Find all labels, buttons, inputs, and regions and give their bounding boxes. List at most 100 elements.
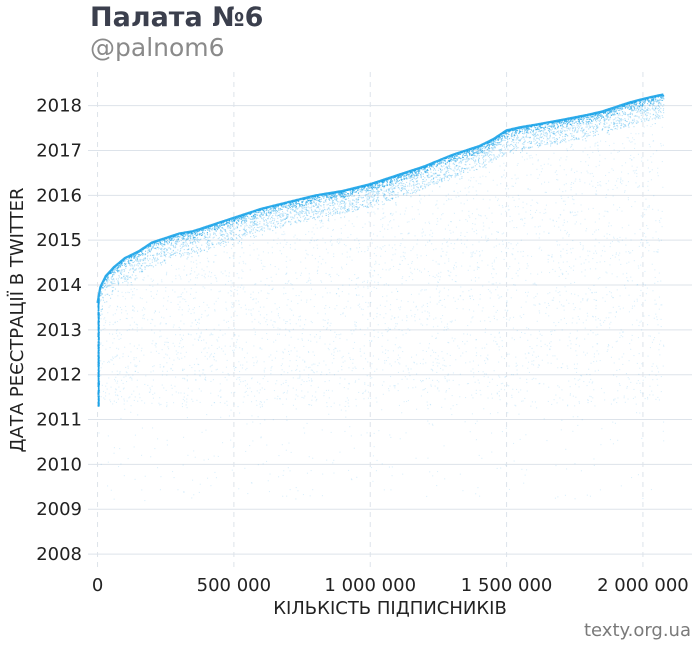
scatter-point bbox=[217, 225, 219, 227]
scatter-point bbox=[630, 381, 632, 383]
scatter-point bbox=[321, 281, 323, 283]
scatter-point bbox=[367, 193, 369, 195]
scatter-point bbox=[389, 193, 391, 195]
scatter-point bbox=[125, 265, 127, 267]
scatter-point bbox=[270, 276, 272, 278]
scatter-point bbox=[392, 183, 394, 185]
scatter-point bbox=[495, 273, 497, 275]
scatter-point bbox=[271, 289, 273, 291]
scatter-point bbox=[259, 221, 261, 223]
scatter-point bbox=[394, 187, 396, 189]
scatter-point bbox=[638, 353, 640, 355]
scatter-point bbox=[289, 244, 291, 246]
scatter-point bbox=[552, 219, 554, 221]
scatter-point bbox=[427, 176, 429, 178]
scatter-point bbox=[351, 193, 353, 195]
scatter-point bbox=[574, 211, 576, 213]
scatter-point bbox=[313, 354, 315, 356]
scatter-point bbox=[655, 99, 657, 101]
scatter-point bbox=[537, 137, 539, 139]
scatter-point bbox=[658, 332, 660, 334]
scatter-point bbox=[534, 226, 536, 228]
scatter-point bbox=[108, 393, 110, 395]
scatter-point bbox=[444, 377, 446, 379]
scatter-point bbox=[140, 260, 142, 262]
scatter-point bbox=[564, 135, 566, 137]
scatter-point bbox=[660, 107, 662, 109]
scatter-point bbox=[436, 371, 438, 373]
scatter-point bbox=[435, 173, 437, 175]
scatter-point bbox=[321, 371, 323, 373]
scatter-point bbox=[551, 142, 553, 144]
scatter-point bbox=[309, 207, 311, 209]
scatter-point bbox=[597, 127, 599, 129]
scatter-point bbox=[180, 248, 182, 250]
scatter-point bbox=[282, 205, 284, 207]
scatter-point bbox=[531, 146, 533, 148]
scatter-point bbox=[261, 348, 263, 350]
scatter-point bbox=[401, 283, 403, 285]
scatter-point bbox=[420, 177, 422, 179]
scatter-point bbox=[288, 205, 290, 207]
scatter-point bbox=[232, 220, 234, 222]
scatter-point bbox=[274, 209, 276, 211]
scatter-point bbox=[484, 373, 486, 375]
scatter-point bbox=[166, 273, 168, 275]
scatter-point bbox=[407, 263, 409, 265]
scatter-point bbox=[185, 242, 187, 244]
scatter-point bbox=[299, 204, 301, 206]
scatter-point bbox=[284, 282, 286, 284]
scatter-point bbox=[163, 251, 165, 253]
scatter-point bbox=[536, 141, 538, 143]
scatter-point bbox=[545, 131, 547, 133]
scatter-point bbox=[660, 104, 662, 106]
scatter-point bbox=[256, 224, 258, 226]
scatter-point bbox=[613, 124, 615, 126]
scatter-point bbox=[646, 109, 648, 111]
scatter-point bbox=[637, 186, 639, 188]
scatter-point bbox=[557, 385, 559, 387]
scatter-point bbox=[426, 175, 428, 177]
scatter-point bbox=[639, 228, 641, 230]
scatter-point bbox=[257, 464, 259, 466]
scatter-point bbox=[488, 145, 490, 147]
scatter-point bbox=[289, 259, 291, 261]
scatter-point bbox=[363, 200, 365, 202]
scatter-point bbox=[602, 128, 604, 130]
scatter-point bbox=[464, 421, 466, 423]
scatter-point bbox=[244, 304, 246, 306]
scatter-point bbox=[195, 235, 197, 237]
scatter-point bbox=[427, 404, 429, 406]
scatter-point bbox=[508, 365, 510, 367]
scatter-point bbox=[157, 248, 159, 250]
scatter-point bbox=[501, 251, 503, 253]
scatter-point bbox=[498, 395, 500, 397]
scatter-point bbox=[559, 159, 561, 161]
scatter-point bbox=[576, 322, 578, 324]
scatter-point bbox=[446, 326, 448, 328]
scatter-point bbox=[355, 206, 357, 208]
scatter-point bbox=[352, 192, 354, 194]
scatter-point bbox=[389, 328, 391, 330]
scatter-point bbox=[360, 188, 362, 190]
scatter-point bbox=[454, 159, 456, 161]
scatter-point bbox=[334, 213, 336, 215]
scatter-point bbox=[333, 213, 335, 215]
scatter-point bbox=[178, 309, 180, 311]
scatter-point bbox=[467, 325, 469, 327]
scatter-point bbox=[472, 151, 474, 153]
scatter-point bbox=[366, 282, 368, 284]
scatter-point bbox=[539, 143, 541, 145]
scatter-point bbox=[299, 356, 301, 358]
scatter-point bbox=[534, 211, 536, 213]
scatter-point bbox=[399, 175, 401, 177]
scatter-point bbox=[519, 140, 521, 142]
scatter-point bbox=[571, 196, 573, 198]
scatter-point bbox=[326, 406, 328, 408]
scatter-point bbox=[259, 406, 261, 408]
scatter-point bbox=[598, 213, 600, 215]
scatter-point bbox=[388, 284, 390, 286]
scatter-point bbox=[452, 405, 454, 407]
scatter-point bbox=[260, 436, 262, 438]
scatter-point bbox=[462, 157, 464, 159]
